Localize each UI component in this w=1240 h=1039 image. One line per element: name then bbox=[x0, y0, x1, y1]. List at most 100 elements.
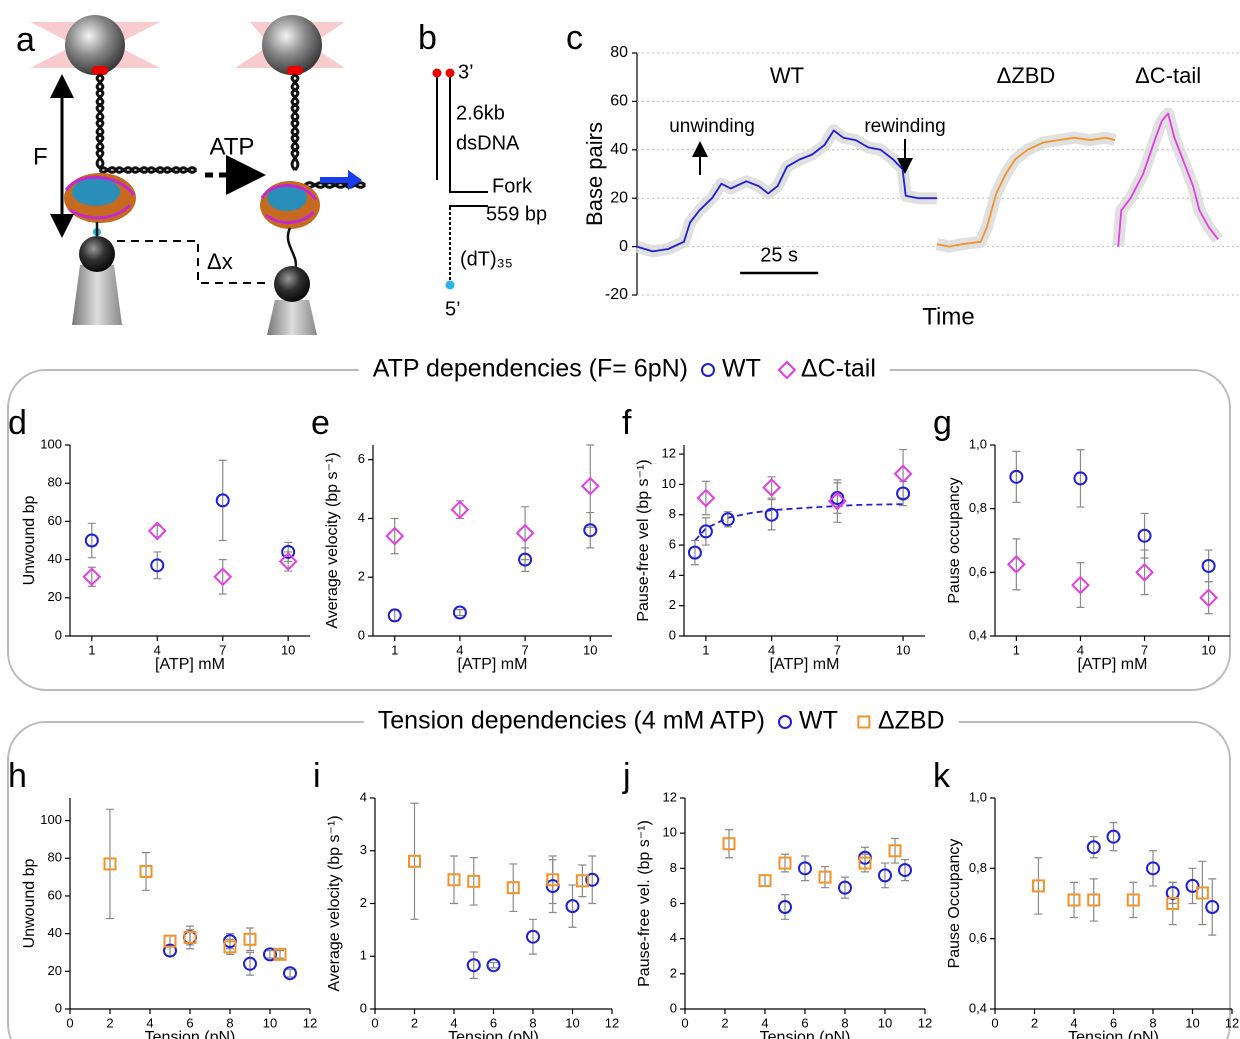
y-tick-label: 0 bbox=[55, 1000, 62, 1015]
marker bbox=[506, 881, 520, 895]
error-bar bbox=[881, 862, 889, 889]
marker bbox=[1126, 893, 1140, 907]
y-tick-label: 2 bbox=[670, 965, 677, 980]
marker bbox=[387, 608, 402, 623]
panel-letter: b bbox=[418, 19, 437, 57]
bead bbox=[79, 236, 115, 272]
error-bar bbox=[390, 517, 399, 555]
marker bbox=[526, 929, 540, 944]
y-tick-label: 4 bbox=[669, 567, 676, 582]
x-tick-label: 0 bbox=[371, 1015, 378, 1030]
y-axis-label: Unwound bp bbox=[21, 858, 38, 948]
x-tick-label: 0 bbox=[66, 1015, 73, 1030]
marker bbox=[447, 873, 461, 887]
y-tick-label: 60 bbox=[610, 93, 628, 110]
y-tick-label: 0,4 bbox=[969, 1000, 987, 1015]
marker bbox=[838, 880, 852, 895]
x-tick-label: 6 bbox=[186, 1015, 193, 1030]
error-bar bbox=[1149, 850, 1157, 887]
marker bbox=[583, 523, 598, 538]
marker bbox=[1135, 562, 1154, 582]
y-tick-label: 12 bbox=[662, 446, 676, 461]
x-tick-label: 4 bbox=[146, 1015, 153, 1030]
x-tick-label: 4 bbox=[768, 642, 775, 657]
marker bbox=[385, 526, 405, 546]
marker bbox=[1205, 900, 1220, 915]
legend-label: ΔZBD bbox=[878, 707, 945, 735]
dna bbox=[286, 227, 298, 271]
error-bar bbox=[153, 551, 162, 580]
x-tick-label: 4 bbox=[456, 642, 463, 657]
error-bar bbox=[1012, 538, 1021, 591]
y-tick-label: 2 bbox=[360, 895, 367, 910]
x-tick-label: 8 bbox=[841, 1015, 848, 1030]
x-tick-label: 8 bbox=[226, 1015, 233, 1030]
error-bar bbox=[891, 837, 899, 864]
error-bar bbox=[87, 522, 96, 559]
y-tick-label: 0 bbox=[55, 627, 62, 642]
x-tick-label: 12 bbox=[918, 1015, 932, 1030]
x-axis-label: [ATP] mM bbox=[458, 656, 528, 673]
error-bar bbox=[218, 459, 227, 542]
y-tick-label: 0 bbox=[669, 627, 676, 642]
trace-band bbox=[935, 131, 1117, 253]
error-bar bbox=[899, 448, 908, 499]
dx-guide bbox=[117, 240, 270, 284]
x-tick-label: 8 bbox=[529, 1015, 536, 1030]
error-bar bbox=[701, 480, 710, 516]
y-axis-label: Pause occupancy bbox=[946, 477, 963, 603]
x-tick-label: 7 bbox=[219, 642, 226, 657]
marker bbox=[215, 493, 230, 508]
x-tick-label: 7 bbox=[521, 642, 528, 657]
error-bar bbox=[761, 874, 769, 887]
marker bbox=[147, 521, 167, 541]
marker bbox=[858, 856, 872, 870]
dna bbox=[95, 73, 105, 170]
error-bar bbox=[390, 608, 399, 622]
trace bbox=[936, 136, 1116, 248]
error-bar bbox=[1198, 860, 1207, 926]
y-tick-label: 20 bbox=[48, 963, 62, 978]
error-bar bbox=[469, 951, 478, 980]
error-bar bbox=[568, 884, 577, 928]
x-tick-label: 6 bbox=[490, 1015, 497, 1030]
y-tick-label: 6 bbox=[358, 451, 365, 466]
x-tick-label: 4 bbox=[1070, 1015, 1077, 1030]
panel-letter: e bbox=[311, 404, 330, 442]
error-bar bbox=[586, 444, 595, 528]
error-bar bbox=[1109, 822, 1118, 852]
tag bbox=[445, 68, 455, 78]
y-tick-label: 2 bbox=[669, 597, 676, 612]
y-tick-label: 60 bbox=[48, 513, 62, 528]
error-bar bbox=[276, 949, 284, 959]
motion-arrow-head bbox=[348, 170, 362, 190]
marker bbox=[696, 488, 716, 508]
error-bar bbox=[142, 852, 150, 891]
y-tick-label: 20 bbox=[610, 189, 628, 206]
error-bar bbox=[841, 876, 849, 899]
error-bar bbox=[1089, 878, 1098, 922]
x-tick-label: 10 bbox=[896, 642, 910, 657]
x-tick-label: 12 bbox=[303, 1015, 317, 1030]
tag bbox=[287, 66, 303, 75]
marker bbox=[896, 486, 911, 501]
y-tick-label: 0,8 bbox=[969, 500, 987, 515]
marker bbox=[283, 966, 297, 981]
panel-letter: c bbox=[566, 19, 583, 57]
x-tick-label: 10 bbox=[565, 1015, 579, 1030]
marker bbox=[467, 874, 481, 888]
error-bar bbox=[901, 858, 909, 882]
x-tick-label: 2 bbox=[411, 1015, 418, 1030]
annotation: rewinding bbox=[864, 116, 945, 137]
marker bbox=[1137, 528, 1152, 543]
x-tick-label: 7 bbox=[834, 642, 841, 657]
marker bbox=[893, 464, 913, 484]
helicase bbox=[267, 185, 307, 211]
x-tick-label: 4 bbox=[761, 1015, 768, 1030]
helicase bbox=[72, 178, 120, 206]
error-bar bbox=[455, 608, 464, 617]
marker bbox=[1106, 829, 1121, 844]
x-axis-label: Tension (pN) bbox=[145, 1029, 236, 1039]
error-bar bbox=[1204, 549, 1213, 583]
